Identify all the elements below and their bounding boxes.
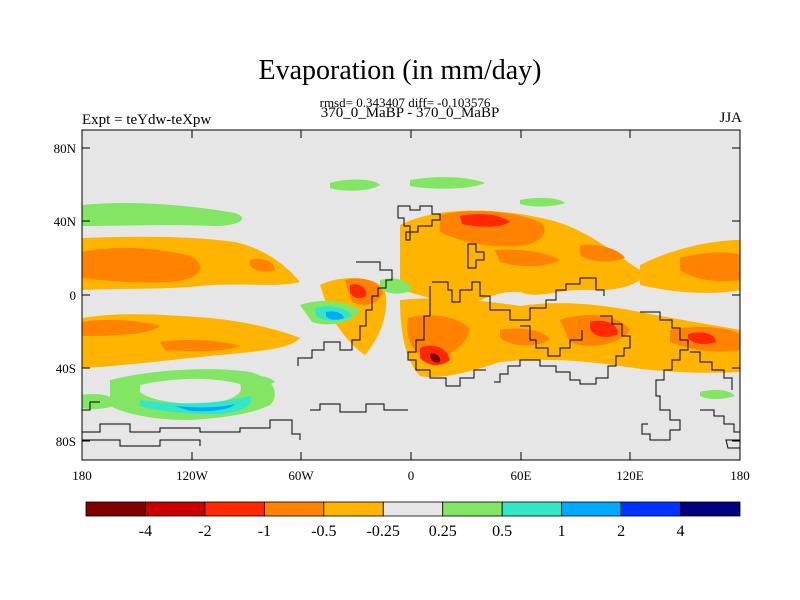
lat-tick-80N: 80N — [54, 141, 77, 156]
coast-north-block — [397, 205, 441, 241]
lon-tick-120W: 120W — [176, 468, 209, 483]
coast-antarctic-mid — [310, 403, 408, 413]
positive-patch-north-east — [410, 177, 485, 189]
positive-band-north-pacific — [82, 202, 243, 226]
colorbar-swatch — [204, 501, 265, 517]
coast-pacific-islands — [700, 409, 740, 433]
lon-tick-60E: 60E — [511, 468, 532, 483]
colorbar-swatch — [442, 501, 503, 517]
figure-title: Evaporation (in mm/day) — [258, 55, 542, 86]
coast-south-america-west — [297, 261, 393, 366]
experiment-period: 370_0_MaBP - 370_0_MaBP — [320, 105, 500, 121]
lon-tick-180E: 180 — [730, 468, 750, 483]
coast-antarctic-west — [82, 419, 301, 440]
lat-tick-40N: 40N — [54, 214, 77, 229]
colorbar-label: 0.5 — [492, 523, 512, 540]
coast-antarctic-low — [82, 439, 201, 447]
positive-patch-ne2 — [520, 197, 565, 207]
colorbar-swatch — [145, 501, 206, 517]
colorbar-swatch — [680, 501, 741, 517]
lat-tick-40S: 40S — [56, 361, 76, 376]
lon-tick-60W: 60W — [288, 468, 314, 483]
experiment-label: Expt = teYdw-teXpw — [82, 112, 212, 128]
coastlines — [82, 205, 741, 449]
colorbar-swatch — [382, 501, 444, 517]
coast-pacific-east — [690, 351, 733, 390]
colorbar-swatch — [561, 501, 622, 517]
colorbar: -4 -2 -1 -0.5 -0.25 0.25 0.5 1 2 4 — [85, 501, 741, 540]
lon-tick-0: 0 — [408, 468, 415, 483]
colorbar-label: -0.5 — [311, 523, 336, 540]
coast-south-america-east — [407, 286, 486, 387]
colorbar-swatch — [501, 501, 563, 517]
colorbar-label: 4 — [677, 523, 685, 540]
colorbar-label: -2 — [198, 523, 211, 540]
coast-africa — [432, 277, 605, 321]
colorbar-swatch — [620, 501, 681, 517]
colorbar-swatch — [263, 501, 325, 517]
coast-australia — [640, 311, 689, 441]
colorbar-label: -0.25 — [367, 523, 400, 540]
coast-antarctic-ne — [82, 401, 100, 411]
lat-tick-0: 0 — [70, 288, 77, 303]
positive-patch-north-atlantic — [330, 179, 380, 191]
colorbar-label: -1 — [258, 523, 271, 540]
colorbar-label: 0.25 — [429, 523, 457, 540]
rmsd-diff-stats: rmsd= 0.343407 diff= -0.103576 — [319, 95, 491, 110]
negative-core-north-pacific — [82, 247, 201, 283]
map-ticks — [81, 130, 741, 460]
colorbar-label: -4 — [139, 523, 152, 540]
season-label: JJA — [719, 110, 742, 126]
coast-southeast-asia — [494, 315, 631, 385]
lat-tick-80S: 80S — [56, 434, 76, 449]
colorbar-label: 2 — [617, 523, 625, 540]
lon-tick-180W: 180 — [72, 468, 92, 483]
colorbar-label: 1 — [558, 523, 566, 540]
colorbar-swatch — [85, 501, 146, 517]
coast-north-arc — [467, 243, 485, 269]
colorbar-swatch — [323, 501, 384, 517]
coast-india — [520, 325, 583, 357]
lon-tick-120E: 120E — [616, 468, 644, 483]
